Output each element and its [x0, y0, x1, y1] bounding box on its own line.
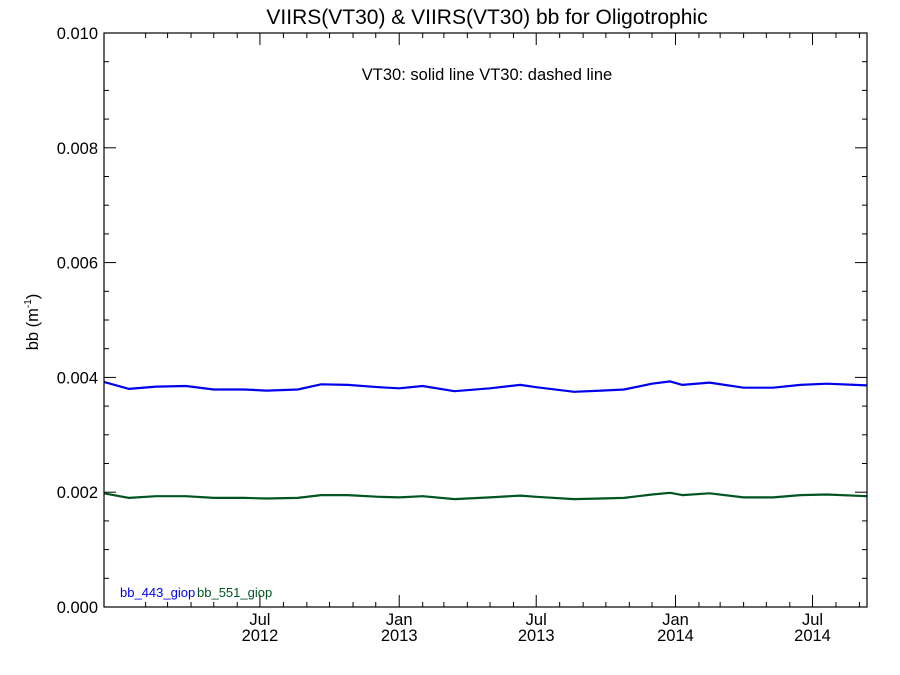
chart-subtitle: VT30: solid line VT30: dashed line — [362, 66, 612, 84]
legend-entry: bb_443_giop — [120, 585, 195, 600]
y-axis-label: bb (m-1) — [23, 294, 42, 351]
chart-title: VIIRS(VT30) & VIIRS(VT30) bb for Oligotr… — [266, 6, 707, 29]
x-tick-year-label: 2013 — [381, 627, 418, 645]
x-tick-month-label: Jul — [526, 611, 547, 629]
y-tick-label: 0.010 — [57, 25, 98, 43]
y-tick-label: 0.000 — [57, 599, 98, 617]
plot-frame — [103, 32, 868, 608]
y-axis-label-base: bb (m — [24, 308, 42, 350]
y-axis-label-superscript: -1 — [23, 299, 34, 308]
y-tick-label: 0.002 — [57, 484, 98, 502]
x-tick-year-label: 2013 — [518, 627, 555, 645]
y-tick-label: 0.006 — [57, 255, 98, 273]
x-tick-month-label: Jan — [662, 611, 689, 629]
series-line-bb_443_giop — [103, 380, 868, 393]
x-tick-month-label: Jul — [802, 611, 823, 629]
legend-entry: bb_551_giop — [197, 585, 272, 600]
x-tick-month-label: Jan — [386, 611, 413, 629]
x-tick-year-label: 2012 — [242, 627, 279, 645]
x-tick-month-label: Jul — [249, 611, 270, 629]
y-axis-label-suffix: ) — [24, 294, 42, 300]
y-tick-label: 0.004 — [57, 369, 98, 387]
series-line-bb_551_giop — [103, 491, 868, 501]
y-tick-label: 0.008 — [57, 140, 98, 158]
plot-layer: 0.0000.0020.0040.0060.0080.010Jul2012Jan… — [57, 25, 868, 645]
x-tick-year-label: 2014 — [794, 627, 831, 645]
x-tick-year-label: 2014 — [657, 627, 694, 645]
